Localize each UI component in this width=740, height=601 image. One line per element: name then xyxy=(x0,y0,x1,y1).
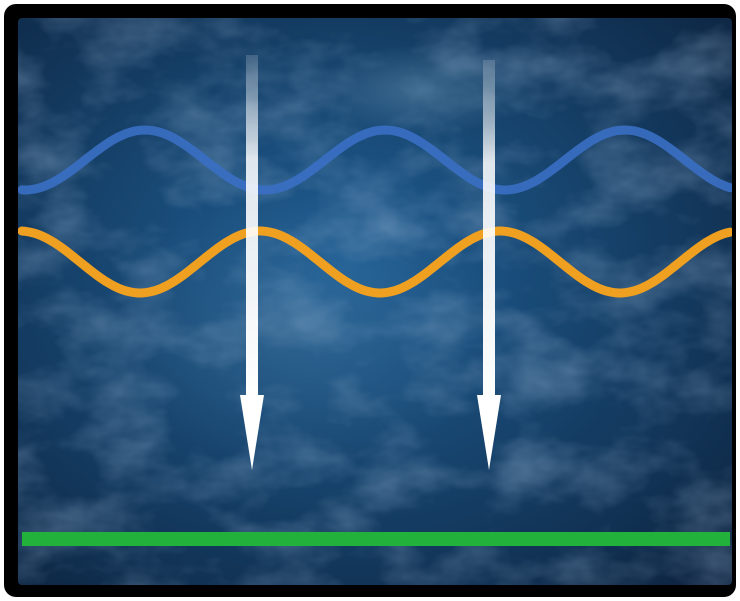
blue-wave xyxy=(18,125,732,195)
arrow-shaft xyxy=(483,60,495,400)
green-bar xyxy=(22,532,730,546)
scene xyxy=(18,18,732,585)
light-patch xyxy=(100,190,500,470)
arrow-head xyxy=(477,395,501,470)
arrow xyxy=(477,60,501,470)
arrow xyxy=(240,55,264,470)
arrow-shaft xyxy=(246,55,258,400)
light-patch xyxy=(310,45,530,135)
orange-wave xyxy=(18,226,732,298)
arrow-head xyxy=(240,395,264,470)
